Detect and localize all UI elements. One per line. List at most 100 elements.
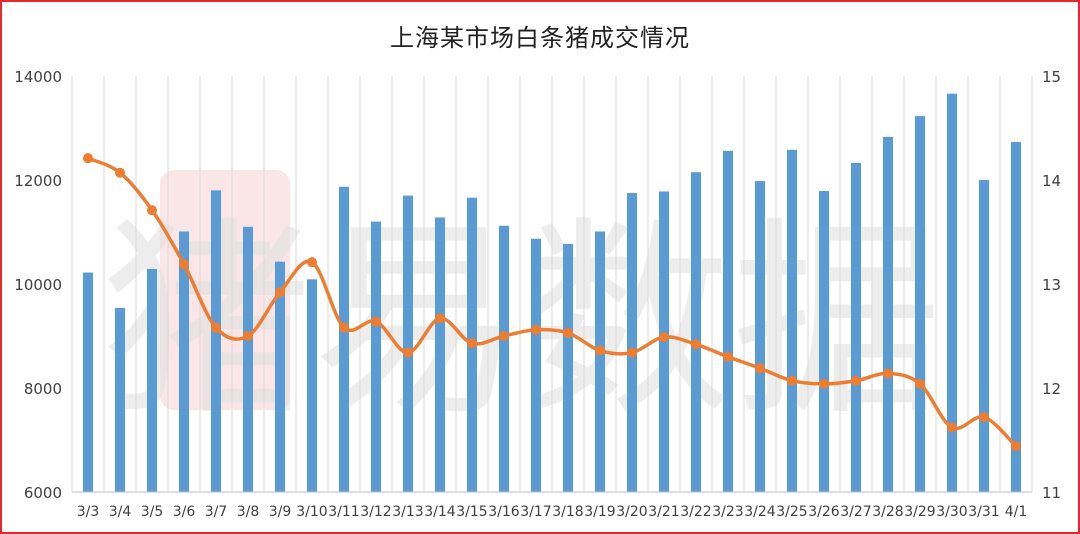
bar: [403, 195, 413, 492]
bar: [915, 116, 925, 492]
line-point: [723, 351, 733, 362]
bar: [499, 225, 509, 492]
grid-lines: [71, 76, 1033, 492]
bar: [115, 307, 125, 492]
bar: [723, 150, 733, 492]
x-tick-label: 3/18: [552, 504, 583, 520]
line-point: [1011, 441, 1021, 452]
bar: [531, 238, 541, 492]
x-tick-label: 3/29: [904, 504, 935, 520]
line-point: [787, 375, 797, 386]
bar: [211, 190, 221, 492]
x-tick-label: 3/25: [776, 504, 807, 520]
x-tick-label: 3/15: [456, 504, 487, 520]
x-tick-label: 3/5: [141, 504, 164, 520]
line-point: [499, 331, 509, 341]
line-point: [147, 205, 157, 216]
line-point: [307, 257, 317, 268]
x-tick-label: 3/4: [109, 504, 132, 520]
y-left-tick-label: 8000: [24, 380, 62, 398]
x-tick-label: 3/20: [616, 504, 647, 520]
y-left-tick-label: 10000: [14, 276, 62, 294]
y-right-tick-label: 14: [1042, 172, 1061, 190]
bar: [691, 172, 701, 492]
y-left-tick-label: 6000: [24, 484, 62, 502]
bar: [275, 261, 285, 492]
line-point: [915, 378, 925, 389]
x-tick-label: 3/8: [237, 504, 260, 520]
bar: [627, 193, 637, 492]
bar: [883, 136, 893, 492]
x-tick-label: 3/31: [968, 504, 999, 520]
bar: [595, 231, 605, 493]
bar: [755, 181, 765, 493]
line-point: [211, 322, 221, 333]
bar: [979, 180, 989, 492]
x-tick-label: 3/23: [712, 504, 743, 520]
x-tick-label: 3/27: [840, 504, 871, 520]
line-point: [435, 313, 445, 324]
y-right-tick-label: 11: [1042, 484, 1061, 502]
line-point: [115, 167, 125, 178]
line-point: [819, 378, 829, 389]
y-left-tick-label: 14000: [14, 68, 62, 86]
y-right-tick-label: 12: [1042, 380, 1061, 398]
bar: [1011, 142, 1021, 493]
x-tick-label: 3/6: [173, 504, 196, 520]
x-tick-label: 3/12: [360, 504, 391, 520]
x-tick-label: 3/7: [205, 504, 228, 520]
x-tick-label: 3/22: [680, 504, 711, 520]
watermark: 猪易数据: [102, 170, 942, 444]
line-point: [755, 363, 765, 374]
line-point: [403, 347, 413, 358]
line-point: [883, 368, 893, 379]
x-tick-label: 3/28: [872, 504, 903, 520]
bar-series: [83, 93, 1021, 493]
line-point: [627, 347, 637, 358]
y-right-tick-label: 15: [1042, 68, 1061, 86]
x-tick-label: 3/19: [584, 504, 615, 520]
line-point: [979, 412, 989, 423]
x-tick-label: 3/11: [328, 504, 359, 520]
x-tick-label: 3/21: [648, 504, 679, 520]
bar: [83, 272, 93, 492]
line-point: [243, 331, 253, 341]
x-tick-label: 3/14: [424, 504, 456, 520]
bar: [147, 268, 157, 492]
y-left-tick-label: 12000: [14, 172, 62, 190]
x-tick-label: 3/13: [392, 504, 423, 520]
line-point: [467, 338, 477, 349]
line-point: [83, 153, 93, 164]
bar: [307, 279, 317, 492]
x-tick-label: 3/24: [744, 504, 776, 520]
line-point: [691, 339, 701, 350]
bar: [371, 221, 381, 492]
x-tick-label: 3/9: [269, 504, 292, 520]
bar: [947, 93, 957, 493]
line-point: [179, 259, 189, 270]
line-point: [595, 345, 605, 356]
bar: [787, 149, 797, 492]
watermark-text: 猪易数据: [102, 199, 942, 444]
line-point: [371, 316, 381, 327]
bar: [563, 243, 573, 492]
x-tick-label: 3/17: [520, 504, 551, 520]
x-tick-label: 3/16: [488, 504, 520, 520]
chart-title: 上海某市场白条猪成交情况: [390, 24, 690, 52]
bar: [339, 186, 349, 492]
x-tick-label: 3/3: [77, 504, 100, 520]
y-right-tick-label: 13: [1042, 276, 1061, 294]
line-point: [659, 332, 669, 343]
line-series: [83, 153, 1021, 452]
bar: [243, 226, 253, 493]
x-tick-label: 3/26: [808, 504, 840, 520]
line-point: [275, 287, 285, 298]
bar: [819, 190, 829, 493]
x-tick-label: 4/1: [1005, 504, 1028, 520]
axes: 6000 8000 10000 12000 14000 11 12 13 14 15 3/3 3/4 3…: [14, 68, 1061, 520]
watermark-logo: [160, 170, 290, 410]
line-point: [851, 375, 861, 386]
x-tick-label: 3/30: [936, 504, 967, 520]
line-point: [531, 324, 541, 335]
